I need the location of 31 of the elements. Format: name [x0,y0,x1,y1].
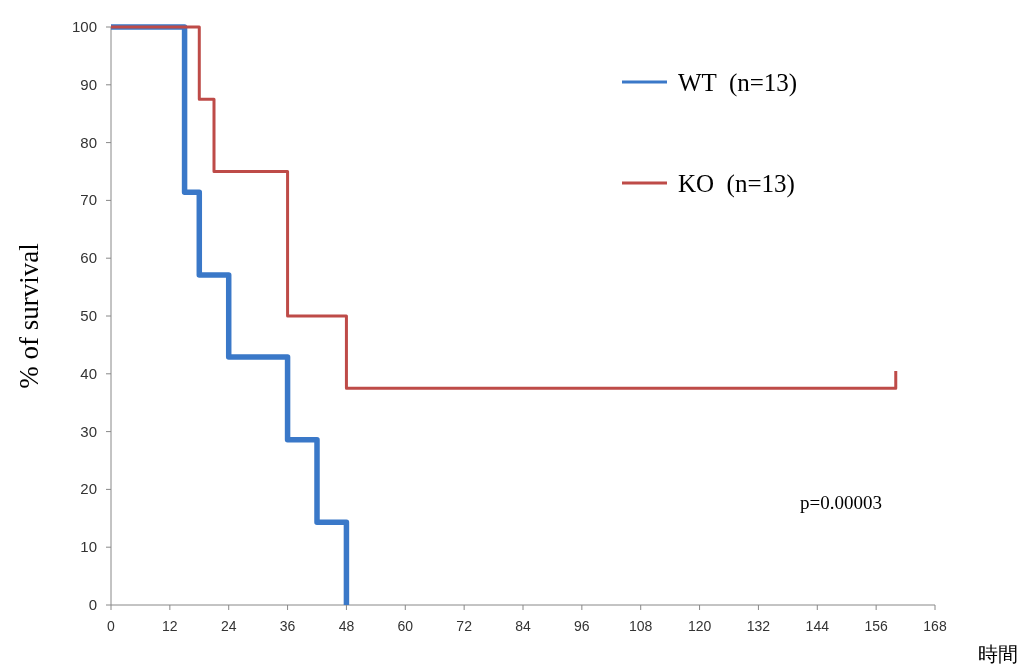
annotation: p=0.00003 [800,492,882,513]
legend-label: KO (n=13) [678,170,795,198]
x-tick-label: 72 [456,618,473,634]
y-tick-label: 100 [71,18,97,35]
x-axis-title: 時間 [978,643,1018,665]
x-tick-label: 36 [279,618,296,634]
x-tick-label: 168 [923,618,947,634]
y-tick-label: 80 [80,133,97,151]
y-tick-label: 50 [80,307,97,324]
y-tick-label: 90 [80,75,97,93]
x-tick-label: 144 [805,618,830,634]
y-tick-label: 60 [80,249,97,267]
x-tick-label: 96 [574,618,590,634]
y-tick-label: 10 [80,538,97,556]
x-tick-label: 84 [515,618,531,634]
x-tick-label: 0 [107,618,116,634]
x-tick-label: 156 [864,618,889,634]
x-tick-label: 60 [397,618,414,634]
y-tick-label: 0 [88,596,97,613]
x-tick-label: 12 [162,618,178,634]
y-tick-label: 20 [80,480,97,498]
y-axis-title: % of survival [14,243,44,389]
legend-label: WT (n=13) [678,69,798,97]
x-tick-label: 120 [687,618,712,634]
x-tick-label: 108 [629,618,653,634]
x-tick-label: 24 [220,618,237,634]
y-tick-label: 40 [80,364,97,382]
y-tick-label: 70 [80,191,97,209]
x-tick-label: 132 [746,618,771,634]
y-tick-label: 30 [80,422,97,440]
x-tick-label: 48 [338,618,355,634]
